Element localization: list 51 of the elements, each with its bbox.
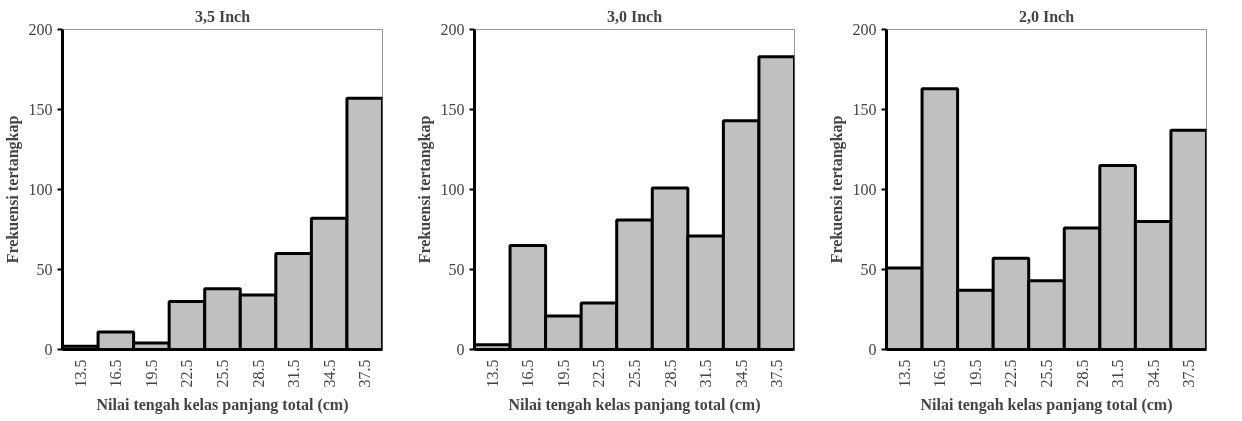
x-tick-label: 31.5 [697, 359, 715, 388]
x-tick-label: 13.5 [483, 359, 501, 388]
x-tick-label: 28.5 [661, 359, 679, 388]
y-tick-label: 200 [440, 21, 465, 38]
y-tick-label: 0 [456, 341, 465, 358]
y-tick-label: 150 [28, 101, 53, 118]
chart-title: 2,0 Inch [1018, 7, 1075, 25]
x-tick-label: 28.5 [249, 359, 267, 388]
x-tick-label: 16.5 [107, 359, 125, 388]
x-tick-label: 34.5 [732, 359, 750, 388]
y-tick-label: 50 [36, 261, 53, 278]
y-tick-label: 100 [28, 181, 53, 198]
x-axis-title: Nilai tengah kelas panjang total (cm) [920, 395, 1173, 414]
x-tick-label: 22.5 [590, 359, 608, 388]
x-tick-label: 13.5 [895, 359, 913, 388]
y-axis-title: Frekuensi tertangkap [415, 115, 434, 264]
x-tick-label: 34.5 [320, 359, 338, 388]
x-tick-label: 25.5 [214, 359, 231, 388]
x-tick-label: 16.5 [519, 359, 537, 388]
y-tick-label: 150 [852, 101, 877, 118]
y-tick-label: 0 [868, 341, 877, 358]
y-tick-label: 50 [860, 261, 877, 278]
x-tick-label: 31.5 [1109, 359, 1127, 388]
x-tick-label: 19.5 [142, 359, 160, 388]
x-tick-label: 31.5 [285, 359, 303, 388]
x-tick-label: 25.5 [626, 359, 643, 388]
chart-title: 3,5 Inch [194, 7, 251, 25]
y-tick-label: 100 [852, 181, 877, 198]
x-tick-label: 13.5 [71, 359, 89, 388]
x-tick-label: 16.5 [931, 359, 949, 388]
x-tick-label: 37.5 [1180, 359, 1198, 388]
y-tick-label: 200 [28, 21, 53, 38]
y-tick-label: 50 [448, 261, 465, 278]
y-tick-label: 0 [44, 341, 53, 358]
x-tick-label: 19.5 [966, 359, 984, 388]
y-tick-label: 200 [852, 21, 877, 38]
y-axis-title: Frekuensi tertangkap [3, 115, 22, 264]
x-tick-label: 25.5 [1038, 359, 1055, 388]
y-tick-label: 100 [440, 181, 465, 198]
x-tick-label: 37.5 [768, 359, 786, 388]
x-tick-label: 22.5 [178, 359, 196, 388]
x-tick-label: 19.5 [554, 359, 572, 388]
y-axis-title: Frekuensi tertangkap [827, 115, 846, 264]
x-tick-label: 37.5 [356, 359, 374, 388]
x-axis-title: Nilai tengah kelas panjang total (cm) [508, 395, 761, 414]
x-tick-label: 22.5 [1002, 359, 1020, 388]
x-tick-label: 28.5 [1073, 359, 1091, 388]
x-tick-label: 34.5 [1144, 359, 1162, 388]
x-axis-title: Nilai tengah kelas panjang total (cm) [96, 395, 349, 414]
y-tick-label: 150 [440, 101, 465, 118]
chart-title: 3,0 Inch [606, 7, 663, 25]
